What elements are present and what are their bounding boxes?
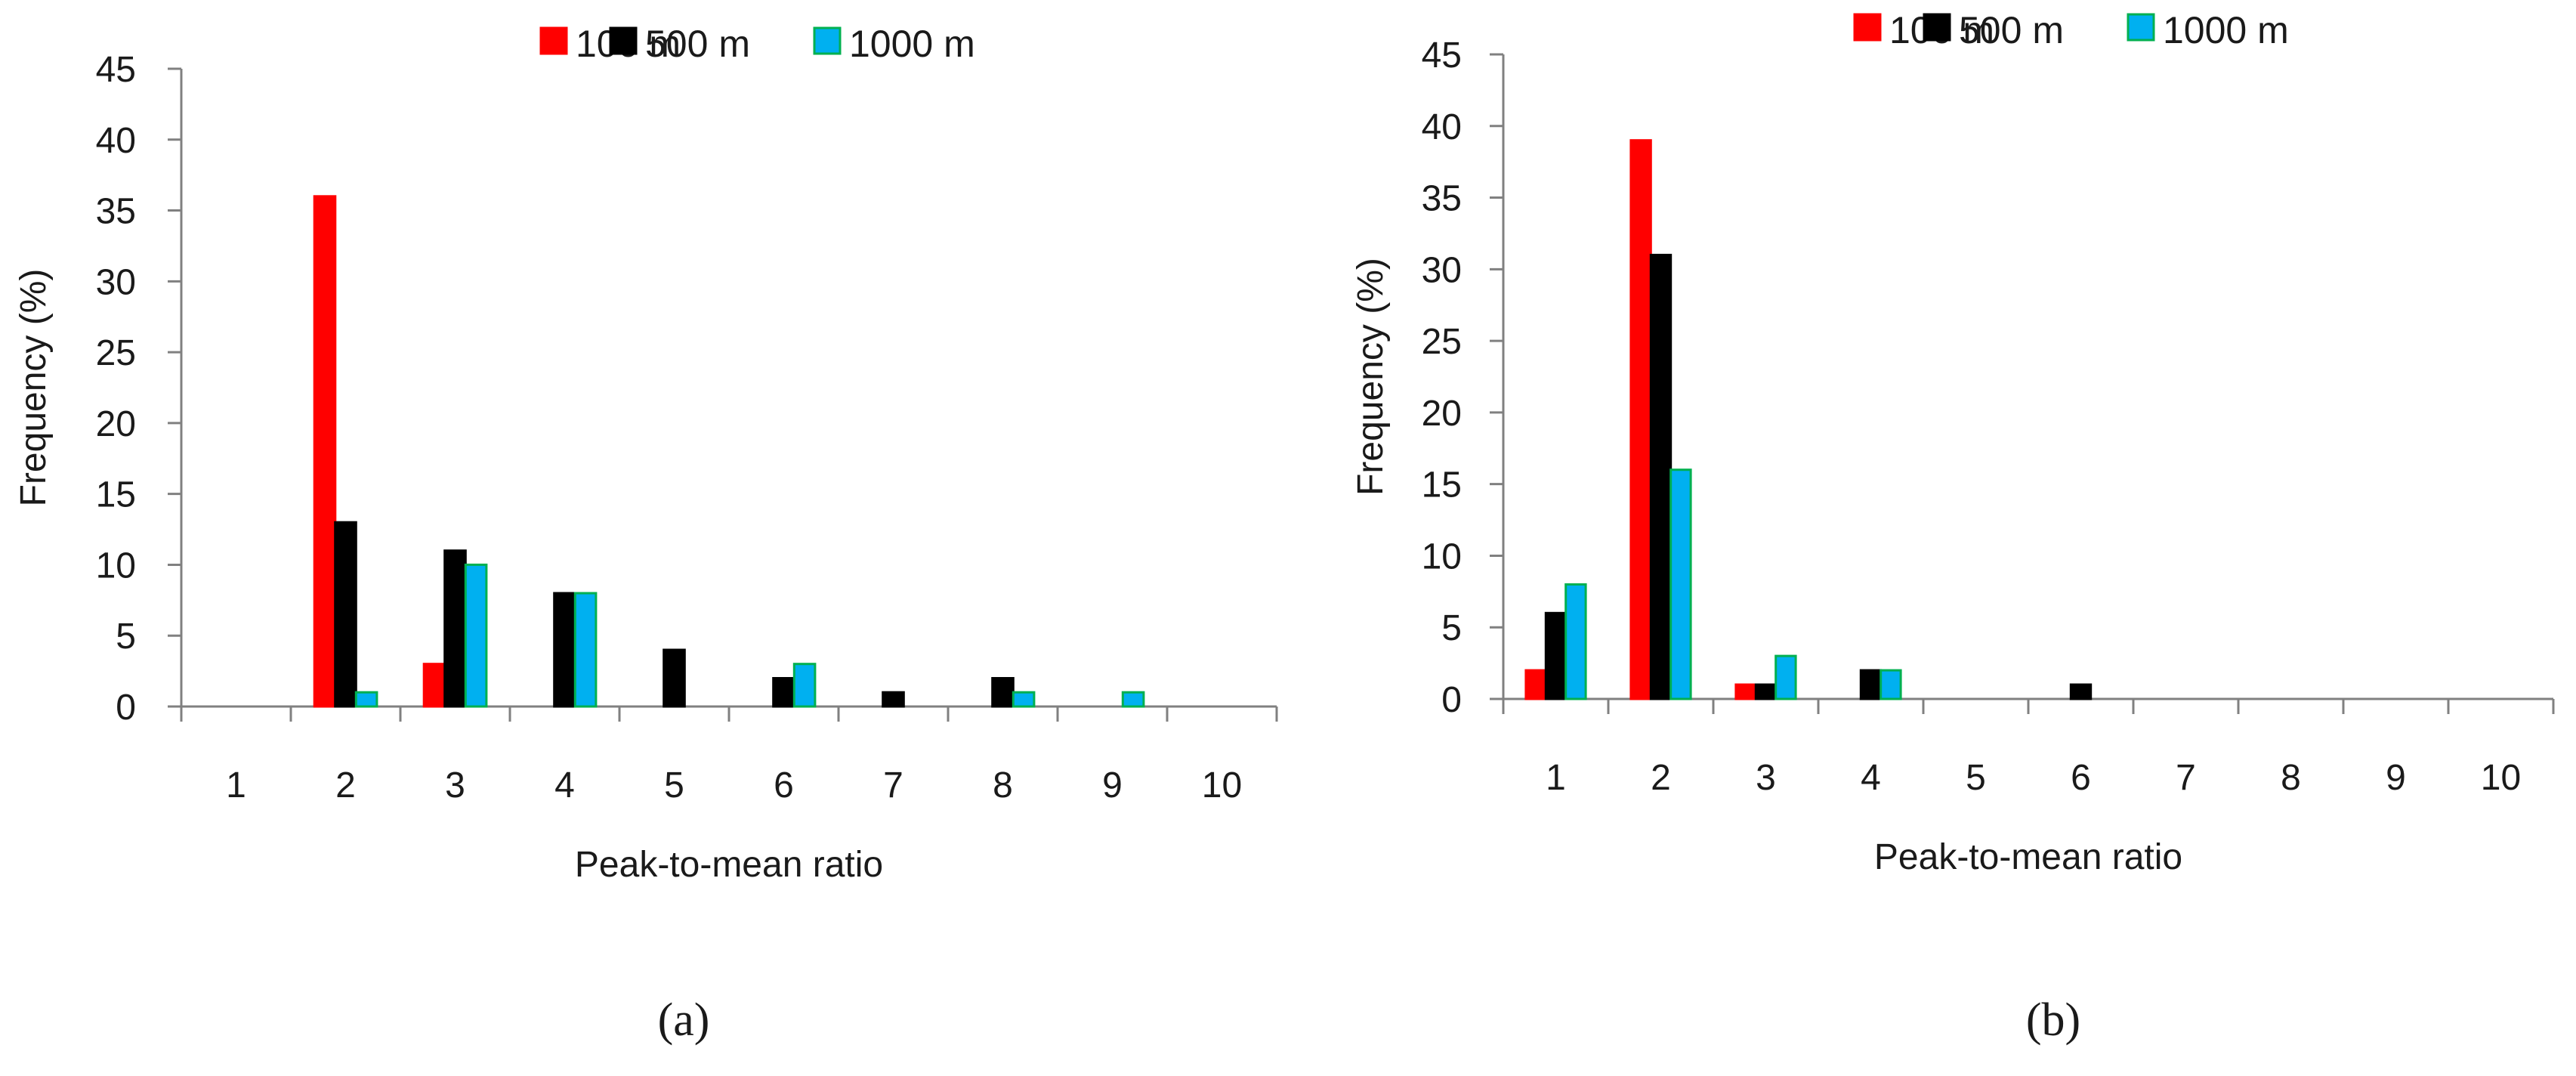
x-axis-label: Peak-to-mean ratio: [1874, 837, 2182, 877]
y-tick-label: 15: [96, 475, 136, 515]
y-tick-label: 0: [116, 688, 136, 728]
bar-1000m-cat-4: [1879, 669, 1902, 700]
bar-500m-cat-1: [1544, 611, 1568, 700]
x-tick-label: 5: [1966, 758, 1986, 798]
y-tick-label: 10: [96, 546, 136, 586]
y-axis-label: Frequency (%): [1351, 258, 1391, 496]
legend-label: 500 m: [645, 23, 750, 65]
bar-1000m-cat-8: [1012, 691, 1036, 708]
bar-500m-cat-3: [1754, 683, 1778, 700]
y-tick-label: 0: [1441, 680, 1462, 720]
bar-500m-cat-8: [991, 677, 1015, 708]
bar-100m-cat-1: [1524, 669, 1547, 700]
bar-1000m-cat-6: [792, 663, 817, 708]
x-tick-label: 10: [2481, 758, 2521, 798]
y-tick-label: 25: [1422, 322, 1462, 362]
bar-100m-cat-3: [1734, 683, 1757, 700]
x-axis-label: Peak-to-mean ratio: [575, 845, 883, 885]
bar-1000m-cat-3: [464, 563, 488, 708]
legend-label: 1000 m: [849, 23, 975, 65]
x-tick-label: 10: [1202, 765, 1242, 805]
x-tick-label: 1: [226, 765, 246, 805]
bar-1000m-cat-1: [1564, 583, 1587, 700]
x-tick-label: 8: [2281, 758, 2301, 798]
legend-label: 1000 m: [2163, 9, 2289, 51]
bar-500m-cat-2: [1649, 253, 1673, 700]
legend-swatch: [609, 26, 638, 55]
x-tick-label: 8: [993, 765, 1013, 805]
x-tick-label: 5: [664, 765, 684, 805]
bar-500m-cat-3: [443, 549, 467, 708]
y-tick-label: 25: [96, 333, 136, 373]
bar-1000m-cat-4: [573, 592, 598, 708]
x-tick-label: 6: [2071, 758, 2091, 798]
y-tick-label: 10: [1422, 536, 1462, 577]
legend-label: 500 m: [1959, 9, 2064, 51]
x-tick-label: 3: [445, 765, 465, 805]
x-tick-label: 9: [2386, 758, 2406, 798]
y-tick-label: 35: [1422, 179, 1462, 219]
bar-1000m-cat-3: [1774, 654, 1797, 700]
x-tick-label: 4: [554, 765, 575, 805]
x-tick-label: 3: [1756, 758, 1776, 798]
bar-100m-cat-2: [1629, 139, 1652, 700]
y-tick-label: 35: [96, 192, 136, 232]
bar-500m-cat-2: [334, 521, 357, 708]
x-tick-label: 4: [1861, 758, 1881, 798]
y-axis-label: Frequency (%): [14, 269, 54, 507]
bar-100m-cat-2: [313, 195, 337, 708]
y-tick-label: 30: [1422, 250, 1462, 290]
x-tick-label: 9: [1102, 765, 1123, 805]
y-tick-label: 5: [1441, 608, 1462, 648]
bar-1000m-cat-2: [1669, 468, 1692, 700]
bar-500m-cat-6: [2069, 683, 2093, 700]
legend-swatch: [2127, 13, 2155, 42]
legend-swatch: [539, 26, 568, 55]
bar-500m-cat-5: [663, 648, 686, 708]
x-tick-label: 1: [1546, 758, 1566, 798]
legend-item: 500 m: [609, 23, 750, 65]
bar-500m-cat-4: [1859, 669, 1883, 700]
bar-500m-cat-7: [882, 691, 905, 708]
y-tick-label: 30: [96, 262, 136, 302]
x-tick-label: 7: [2176, 758, 2196, 798]
bar-1000m-cat-2: [354, 691, 378, 708]
panel-caption: (a): [658, 994, 710, 1046]
bar-1000m-cat-9: [1121, 691, 1145, 708]
legend-item: 1000 m: [2127, 9, 2289, 51]
y-tick-label: 40: [1422, 107, 1462, 147]
y-tick-label: 15: [1422, 465, 1462, 506]
legend-item: 500 m: [1923, 9, 2064, 51]
y-tick-label: 45: [96, 50, 136, 90]
panel-caption: (b): [2026, 994, 2080, 1046]
y-tick-label: 40: [96, 121, 136, 161]
y-tick-label: 45: [1422, 36, 1462, 76]
legend-item: 1000 m: [813, 23, 975, 65]
legend-swatch: [1923, 13, 1951, 42]
bar-500m-cat-6: [772, 677, 795, 708]
legend-swatch: [813, 26, 842, 55]
legend-swatch: [1853, 13, 1882, 42]
y-tick-label: 20: [1422, 394, 1462, 434]
bar-100m-cat-3: [422, 663, 446, 708]
bar-500m-cat-4: [553, 592, 576, 708]
x-tick-label: 2: [335, 765, 356, 805]
x-tick-label: 7: [883, 765, 903, 805]
x-tick-label: 2: [1651, 758, 1671, 798]
y-tick-label: 20: [96, 404, 136, 444]
y-tick-label: 5: [116, 617, 136, 657]
x-tick-label: 6: [774, 765, 794, 805]
